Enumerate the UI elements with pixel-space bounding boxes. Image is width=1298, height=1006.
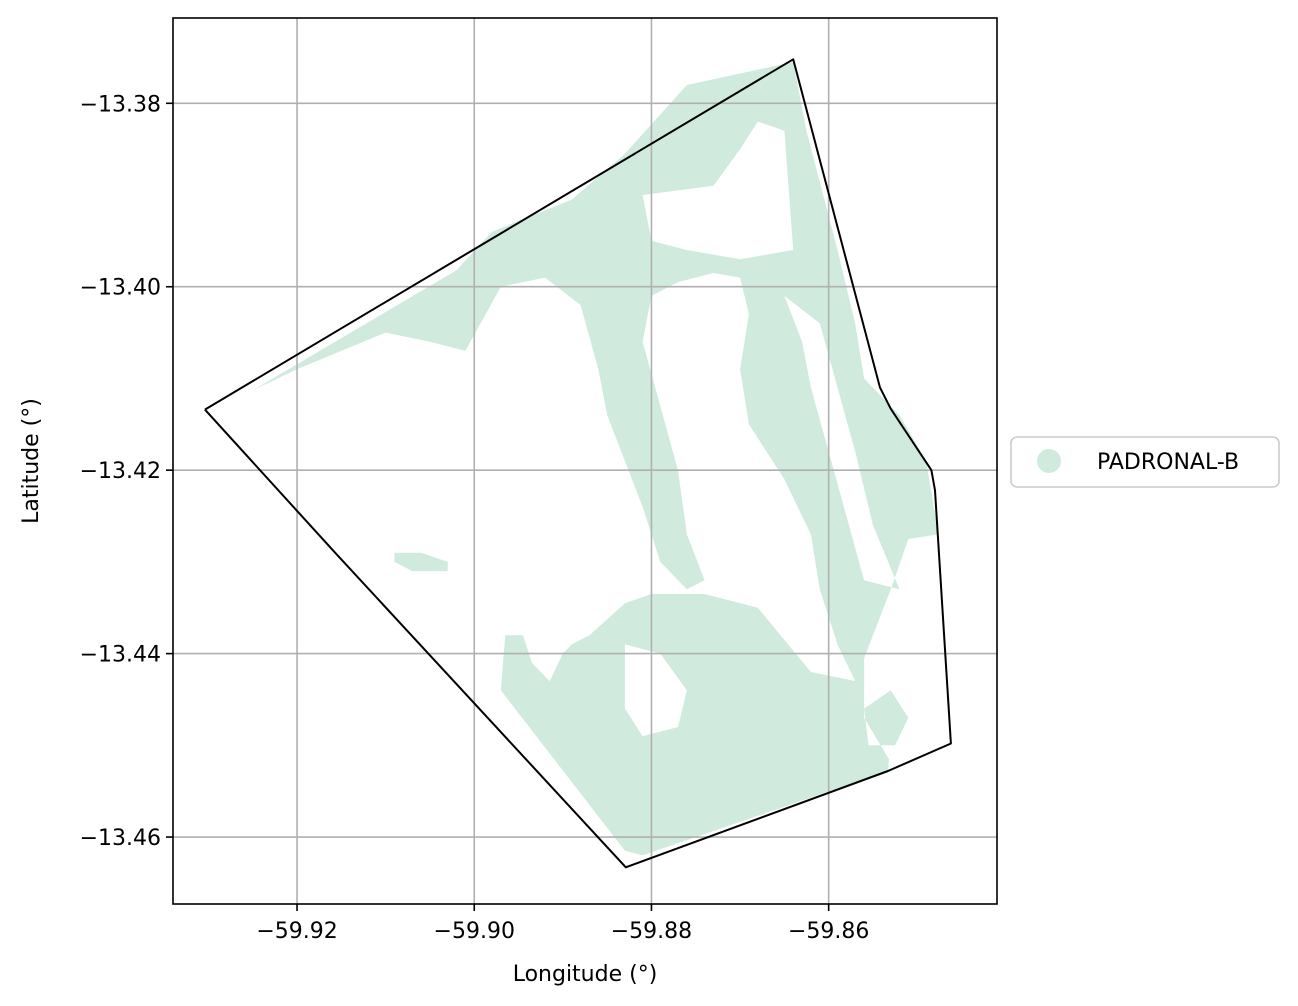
legend-marker (1037, 449, 1061, 473)
y-tick-label: −13.44 (80, 643, 161, 668)
y-tick-label: −13.42 (80, 459, 161, 484)
boundary-layer (204, 58, 952, 869)
legend-box (1010, 436, 1280, 488)
x-tick-label: −59.88 (611, 919, 692, 944)
legend-label: PADRONAL-B (1097, 450, 1239, 475)
padronal-b-region (252, 62, 939, 856)
plot-area (172, 17, 998, 905)
x-axis-label: Longitude (°) (513, 962, 658, 987)
legend: PADRONAL-B (1010, 436, 1280, 488)
region-layer (252, 62, 939, 856)
y-tick-label: −13.46 (80, 826, 161, 851)
x-axis-ticks: −59.92 −59.90 −59.88 −59.86 (256, 904, 869, 944)
x-tick-label: −59.90 (434, 919, 515, 944)
y-axis-label: Latitude (°) (19, 398, 44, 524)
axes-frame (172, 17, 998, 905)
y-axis-ticks: −13.38 −13.40 −13.42 −13.44 −13.46 (80, 92, 173, 851)
grid-layer (173, 18, 997, 904)
y-tick-label: −13.40 (80, 276, 161, 301)
x-tick-label: −59.86 (788, 919, 869, 944)
survey-boundary-outline (204, 58, 952, 869)
y-tick-label: −13.38 (80, 92, 161, 117)
x-tick-label: −59.92 (256, 919, 337, 944)
